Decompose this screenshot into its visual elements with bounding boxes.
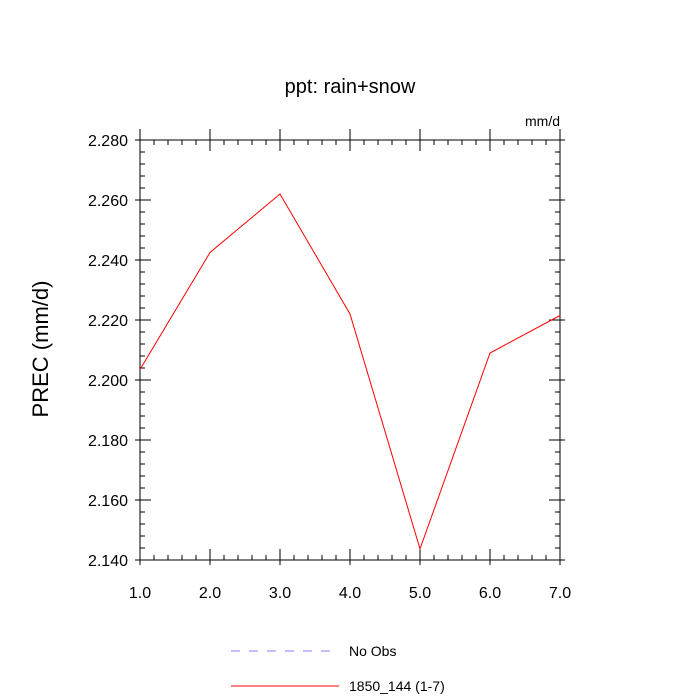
y-tick-label: 2.260: [88, 193, 128, 210]
legend-label: No Obs: [349, 643, 396, 659]
y-tick-label: 2.160: [88, 493, 128, 510]
major-ticks: [135, 129, 565, 565]
y-tick-label: 2.220: [88, 313, 128, 330]
x-tick-label: 1.0: [129, 585, 151, 602]
plot-frame: [139, 139, 561, 561]
y-tick-label: 2.200: [88, 373, 128, 390]
y-axis-label: PREC (mm/d): [28, 281, 53, 418]
legend: No Obs 1850_144 (1-7): [231, 643, 445, 694]
units-label: mm/d: [525, 113, 560, 129]
legend-label: 1850_144 (1-7): [349, 678, 445, 694]
x-tick-label: 3.0: [269, 585, 291, 602]
minor-ticks: [139, 139, 561, 561]
y-tick-label: 2.180: [88, 433, 128, 450]
x-tick-label: 6.0: [479, 585, 501, 602]
y-tick-label: 2.240: [88, 253, 128, 270]
y-tick-label: 2.140: [88, 553, 128, 570]
x-tick-labels: 1.0 2.0 3.0 4.0 5.0 6.0 7.0: [129, 585, 571, 602]
chart-title: ppt: rain+snow: [285, 76, 416, 98]
y-tick-label: 2.280: [88, 133, 128, 150]
x-tick-label: 5.0: [409, 585, 431, 602]
x-tick-label: 4.0: [339, 585, 361, 602]
x-tick-label: 2.0: [199, 585, 221, 602]
series-layer: [139, 193, 561, 551]
series-line: [139, 193, 561, 551]
y-tick-labels: 2.140 2.160 2.180 2.200 2.220 2.240 2.260 2.280: [88, 133, 128, 570]
x-tick-label: 7.0: [549, 585, 571, 602]
